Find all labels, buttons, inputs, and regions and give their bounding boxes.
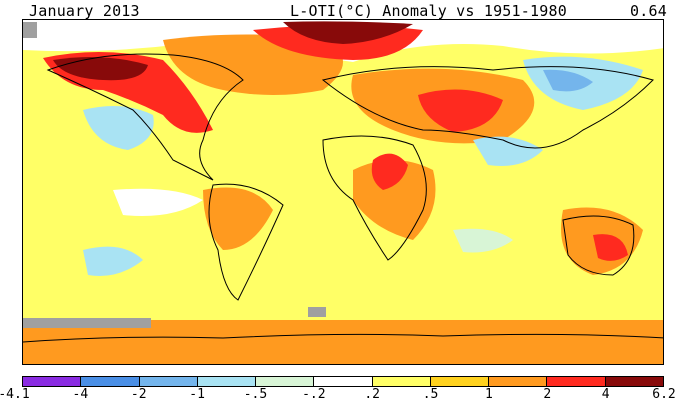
tropical-pacific-neutral — [113, 188, 203, 216]
no-data-patch — [23, 318, 151, 328]
africa-warm-orange — [353, 160, 436, 240]
colorbar — [22, 376, 664, 387]
coast-eurasia — [321, 66, 654, 149]
map-title: L-OTI(°C) Anomaly vs 1951-1980 — [290, 2, 567, 20]
colorbar-bin — [23, 377, 82, 386]
colorbar-labels: -4.1 -4 -2 -1 -.5 -.2 .2 .5 1 2 4 6.2 — [0, 387, 679, 403]
colorbar-label: 2 — [543, 387, 552, 402]
colorbar-bin — [605, 377, 663, 386]
central-asia-warm-red — [418, 89, 503, 132]
n-africa-warm-red — [371, 153, 408, 190]
colorbar-bin — [314, 377, 373, 386]
colorbar-bin — [489, 377, 548, 386]
colorbar-label: -2 — [130, 387, 147, 402]
colorbar-bin — [256, 377, 315, 386]
indian-ocean-slight-cool — [453, 228, 513, 253]
siberia-cool-core — [543, 69, 593, 92]
anomaly-map — [22, 19, 664, 365]
colorbar-bin — [547, 377, 606, 386]
coast-north-america — [46, 53, 244, 181]
colorbar-bin — [430, 377, 490, 386]
greenland-warm-darkred — [283, 21, 413, 44]
coast-australia — [562, 215, 635, 276]
colorbar-label: .5 — [422, 387, 439, 402]
colorbar-label: -.5 — [243, 387, 268, 402]
central-asia-cool — [473, 136, 543, 166]
australia-warm-red — [593, 234, 628, 261]
antarctic-warm-orange — [23, 320, 663, 364]
coast-antarctica — [23, 333, 663, 343]
colorbar-label: -4.1 — [0, 387, 30, 402]
colorbar-bin — [372, 377, 431, 386]
coast-south-america — [208, 183, 284, 301]
no-data-patch — [308, 307, 326, 317]
south-america-warm-orange — [203, 187, 273, 250]
colorbar-label: 1 — [484, 387, 493, 402]
south-pacific-cool — [83, 246, 143, 276]
colorbar-label: 4 — [601, 387, 610, 402]
ne-pacific-cool — [83, 106, 154, 150]
global-mean-value: 0.64 — [630, 2, 667, 20]
colorbar-bin — [197, 377, 257, 386]
colorbar-label: 6.2 — [652, 387, 676, 402]
map-date: January 2013 — [29, 2, 140, 20]
colorbar-bin — [81, 377, 140, 386]
colorbar-label: -1 — [189, 387, 205, 402]
coastlines — [23, 53, 663, 343]
coast-africa — [322, 135, 427, 261]
colorbar-label: .2 — [364, 387, 380, 402]
alaska-warm-darkred — [53, 56, 148, 81]
no-data-patch — [23, 22, 37, 38]
colorbar-label: -4 — [72, 387, 89, 402]
colorbar-label: -.2 — [302, 387, 326, 402]
anomaly-map-canvas — [23, 20, 663, 364]
colorbar-bin — [139, 377, 198, 386]
